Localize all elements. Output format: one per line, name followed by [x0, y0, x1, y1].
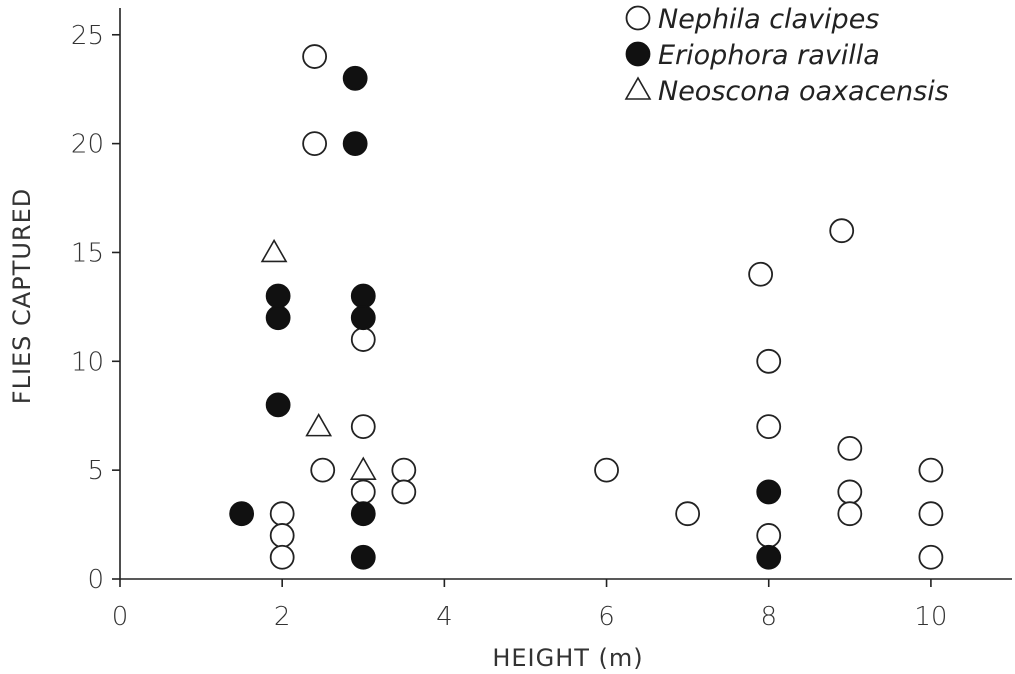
series-2: [229, 65, 782, 570]
data-point: [918, 544, 944, 570]
data-point: [305, 413, 333, 437]
data-point: [269, 544, 295, 570]
legend: Nephila clavipes Eriophora ravilla Neoscon…: [624, 4, 949, 107]
data-point: [310, 457, 336, 483]
data-point: [748, 261, 774, 287]
data-point: [756, 348, 782, 374]
data-point: [829, 218, 855, 244]
data-point: [265, 305, 291, 331]
data-point: [349, 456, 377, 480]
y-axis-title: FLIES CAPTURED: [8, 188, 36, 404]
legend-label: Neoscona oaxacensis: [658, 76, 949, 107]
y-tick-label: 20: [71, 130, 104, 160]
y-tick-label: 5: [87, 456, 104, 486]
series-3: [260, 238, 377, 480]
y-tick-label: 10: [71, 347, 104, 377]
data-point: [350, 479, 376, 505]
x-tick-label: 8: [760, 602, 777, 632]
x-tick-label: 2: [274, 602, 291, 632]
data-point: [269, 501, 295, 527]
data-point: [260, 238, 288, 263]
data-point: [594, 457, 619, 483]
y-tick-label: 15: [71, 238, 104, 268]
x-axis-title: HEIGHT (m): [492, 644, 643, 672]
data-point: [350, 305, 376, 331]
series-1: [269, 44, 944, 570]
data-point: [350, 501, 376, 527]
legend-marker: [624, 76, 652, 100]
data-point: [675, 501, 701, 527]
data-point: [837, 501, 863, 527]
legend-marker: [625, 5, 651, 31]
data-point: [918, 457, 944, 483]
tick-labels: 0 2 4 6 8 10 0 5 10 15 20 25: [71, 21, 948, 632]
x-tick-label: 0: [112, 602, 129, 632]
legend-marker: [625, 41, 651, 67]
data-point: [229, 501, 255, 527]
data-point: [756, 523, 782, 548]
data-point: [269, 523, 295, 548]
data-point: [756, 414, 782, 440]
axes: [112, 8, 1012, 587]
y-tick-label: 0: [87, 565, 104, 595]
data-point: [342, 65, 368, 91]
data-point: [918, 501, 944, 527]
data-point: [756, 479, 782, 505]
legend-label: Nephila clavipes: [658, 4, 879, 35]
data-point: [350, 283, 376, 309]
y-tick-label: 25: [71, 21, 104, 51]
x-tick-label: 6: [598, 602, 615, 632]
data-point: [342, 131, 368, 157]
data-point: [391, 457, 417, 483]
data-point: [350, 544, 376, 570]
data-point: [391, 479, 417, 505]
data-point: [265, 283, 291, 309]
legend-label: Eriophora ravilla: [658, 40, 880, 71]
data-point: [837, 435, 863, 461]
data-point: [265, 392, 291, 418]
data-point: [837, 479, 863, 505]
data-point: [756, 544, 782, 570]
data-point: [350, 414, 376, 440]
data-point: [302, 131, 328, 157]
data-points: [229, 44, 944, 570]
x-tick-label: 4: [436, 602, 453, 632]
data-point: [350, 327, 376, 352]
x-tick-label: 10: [914, 602, 947, 632]
data-point: [302, 44, 328, 69]
